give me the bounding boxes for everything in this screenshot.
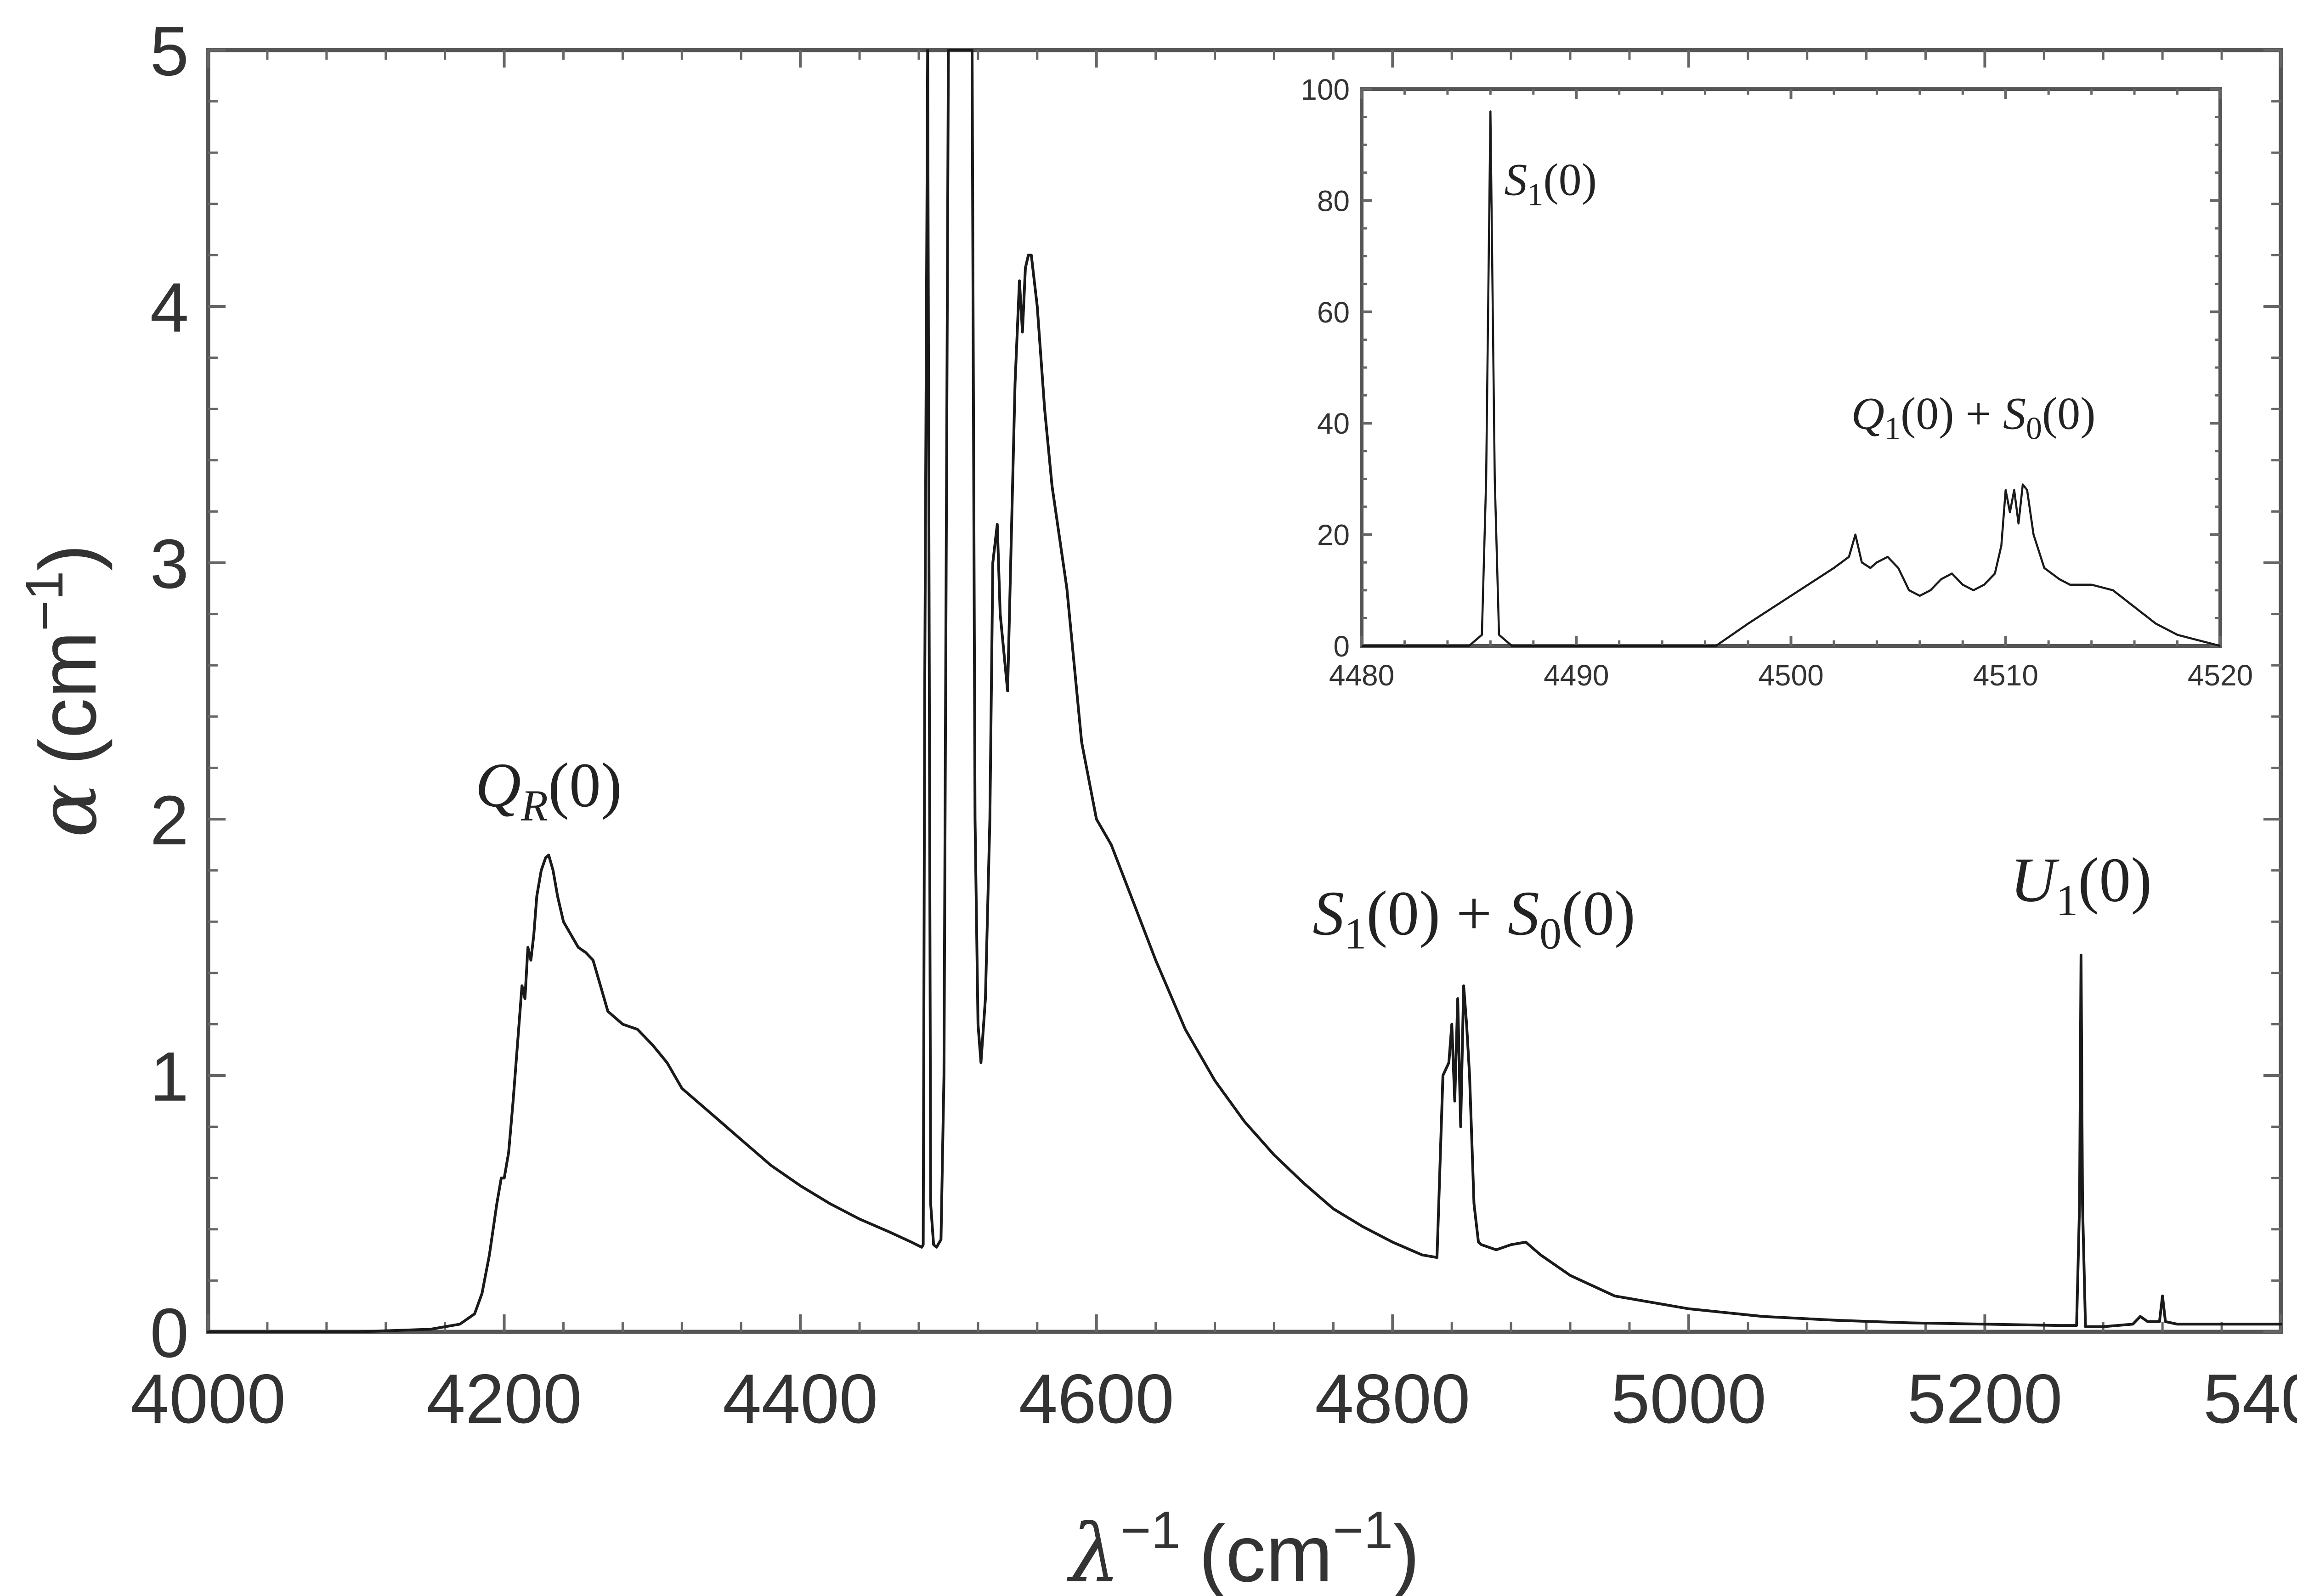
main-xtick-label: 4000 [130,1360,286,1438]
main-ytick-label: 0 [150,1294,189,1372]
main-annotations: QR(0)S1(0) + S0(0) U1(0) [475,750,2152,958]
annotation-symbol: U [2010,845,2060,915]
x-axis-title: λ−1 (cm−1) [1066,1501,1420,1596]
inset-annotation-s10: S1(0) [1504,154,1597,212]
y-axis-unit-close: ) [23,544,113,571]
annotation-argument: (0) [2042,388,2096,439]
inset-xtick-labels: 4480 4490 4500 4510 4520 [1329,659,2253,692]
main-ytick-label: 4 [150,269,189,347]
main-ytick-label: 1 [150,1038,189,1116]
inset-xtick-label: 4500 [1758,659,1823,692]
main-ytick-label: 2 [150,781,189,860]
inset-xtick-label: 4490 [1544,659,1609,692]
inset-plot-frame [1360,87,2222,648]
y-axis-title: α (cm−1) [15,544,115,838]
main-plot-frame [206,48,2283,1334]
inset-xtick-label: 4520 [2188,659,2253,692]
annotation-argument: (0) [1543,154,1597,205]
inset-xtick-label: 4480 [1329,659,1394,692]
main-xtick-label: 4200 [427,1360,582,1438]
annotation-argument: (0) + [1901,388,2003,439]
main-annotation-qr0: QR(0) [475,750,622,830]
annotation-subscript: 1 [1527,177,1543,212]
annotation-subscript: 1 [2056,876,2078,925]
annotation-subscript: 1 [1884,411,1901,446]
main-xtick-label: 5000 [1611,1360,1766,1438]
annotation-symbol: S [1508,878,1539,948]
inset-ytick-label: 20 [1317,519,1350,552]
x-axis-unit: (cm [1199,1509,1333,1596]
main-xtick-label: 4600 [1019,1360,1174,1438]
inset-ytick-label: 100 [1301,73,1350,106]
x-axis-symbol: λ [1066,1507,1120,1596]
annotation-symbol: S [1504,154,1527,205]
main-series [207,49,2282,1333]
inset-ytick-label: 80 [1317,184,1350,217]
annotation-argument: (0) + [1366,878,1508,948]
y-axis-unit: (cm [23,631,113,765]
inset-ytick-label: 60 [1317,296,1350,329]
inset-ytick-label: 0 [1333,630,1350,663]
x-axis-unit-exponent: −1 [1333,1501,1393,1560]
annotation-subscript: R [521,781,548,830]
annotation-symbol: Q [475,750,521,820]
annotation-subscript: 0 [2026,411,2042,446]
main-xtick-label: 5200 [1907,1360,2062,1438]
inset-annotations: S1(0)Q1(0) + S0(0) [1504,154,2095,446]
main-xtick-label: 4400 [723,1360,878,1438]
annotation-symbol: S [2003,388,2026,439]
main-ticks [207,49,2282,1333]
annotation-argument: (0) [548,750,622,820]
y-axis-unit-exponent: −1 [15,571,74,631]
x-axis-exponent: −1 [1120,1501,1180,1560]
main-ytick-labels: 0 1 2 3 4 5 [150,12,189,1372]
annotation-subscript: 1 [1344,909,1366,958]
annotation-symbol: S [1313,878,1344,948]
y-axis-symbol: α [22,783,115,838]
annotation-argument: (0) [2078,845,2152,915]
inset-ytick-label: 40 [1317,407,1350,440]
inset-series-line-inset-absorption [1362,110,2221,647]
main-ytick-label: 3 [150,525,189,603]
annotation-symbol: Q [1851,388,1884,439]
main-series-line-absorption [207,49,2282,1333]
main-xtick-label: 4800 [1315,1360,1470,1438]
inset-annotation-q1s0: Q1(0) + S0(0) [1851,388,2096,446]
main-annotation-s1s0: S1(0) + S0(0) [1313,878,1635,958]
main-ytick-label: 5 [150,12,189,91]
main-xtick-labels: 4000 4200 4400 4600 4800 5000 5200 5400 [130,1360,2297,1438]
inset-xtick-label: 4510 [1973,659,2038,692]
annotation-subscript: 0 [1539,909,1562,958]
annotation-argument: (0) [1562,878,1635,948]
x-axis-unit-close: ) [1393,1509,1420,1596]
inset-ytick-labels: 0 20 40 60 80 100 [1301,73,1350,663]
main-xtick-label: 5400 [2203,1360,2297,1438]
main-annotation-u1: U1(0) [2010,845,2152,925]
main-plot: 40004200440046004800500052005400 012345 … [15,12,2297,1596]
inset-series [1362,110,2221,647]
